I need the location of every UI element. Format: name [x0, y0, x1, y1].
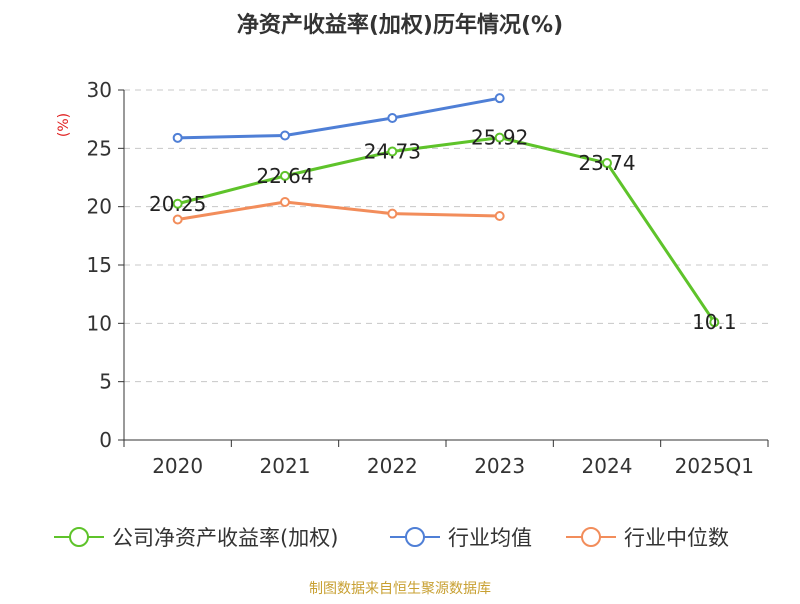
- x-tick-label: 2023: [474, 454, 525, 478]
- source-note: 制图数据来自恒生聚源数据库: [309, 581, 491, 597]
- series-layer: 20.25 22.64 24.73 25.92 23.74 10.1: [149, 93, 737, 335]
- chart-title: 净资产收益率(加权)历年情况(%): [237, 12, 563, 38]
- legend: 公司净资产收益率(加权) 行业均值 行业中位数: [54, 526, 729, 550]
- data-point: [709, 317, 720, 328]
- x-tick-label: 2024: [582, 454, 633, 478]
- data-point: [172, 214, 183, 225]
- legend-marker: [405, 527, 425, 547]
- x-tick-label: 2021: [260, 454, 311, 478]
- data-label: 24.73: [364, 139, 421, 163]
- series-line: [177, 200, 500, 221]
- grid-lines: [124, 89, 768, 383]
- data-label: 20.25: [149, 192, 206, 216]
- axes: 0 5 10 15 20 25 30 2020 2021 2022 2023 2024 2025Q1: [87, 78, 769, 478]
- data-label: 10.1: [692, 310, 737, 334]
- legend-label: 行业中位数: [624, 526, 729, 550]
- data-point: [494, 132, 505, 143]
- y-tick-label: 5: [99, 370, 112, 394]
- y-tick-label: 0: [99, 428, 112, 452]
- y-axis-label: (%): [56, 113, 72, 137]
- data-label: 22.64: [256, 164, 313, 188]
- x-tick-label: 2022: [367, 454, 418, 478]
- legend-marker: [69, 527, 89, 547]
- legend-item-2: 行业中位数: [566, 526, 729, 550]
- y-tick-label: 15: [87, 253, 112, 277]
- series-0: 20.25 22.64 24.73 25.92 23.74 10.1: [149, 126, 737, 335]
- data-label: 25.92: [471, 126, 528, 150]
- legend-label: 公司净资产收益率(加权): [112, 526, 338, 550]
- legend-marker: [581, 527, 601, 547]
- data-point: [387, 146, 398, 157]
- series-1: [172, 93, 505, 143]
- y-tick-label: 10: [87, 311, 112, 335]
- data-point: [387, 208, 398, 219]
- series-2: [172, 197, 505, 225]
- data-point: [602, 158, 612, 169]
- data-label: 23.74: [578, 151, 635, 175]
- data-point: [494, 211, 505, 221]
- y-tick-label: 30: [87, 78, 112, 102]
- y-tick-label: 25: [87, 136, 112, 160]
- legend-label: 行业均值: [448, 526, 532, 550]
- data-point: [172, 198, 183, 209]
- data-point: [494, 93, 505, 104]
- data-point: [280, 130, 290, 141]
- x-tick-label: 2020: [152, 454, 203, 478]
- x-tick-label: 2025Q1: [675, 454, 754, 478]
- series-line: [177, 96, 500, 140]
- data-point: [280, 170, 290, 181]
- data-point: [280, 197, 290, 207]
- series-line: [177, 136, 716, 324]
- y-tick-label: 20: [87, 195, 112, 219]
- data-point: [172, 132, 183, 143]
- legend-item-1: 行业均值: [390, 526, 532, 550]
- legend-item-0: 公司净资产收益率(加权): [54, 526, 338, 550]
- data-point: [387, 113, 398, 123]
